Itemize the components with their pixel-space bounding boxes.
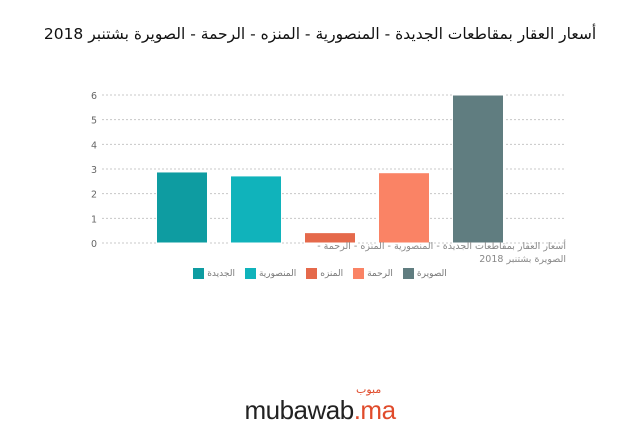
legend-item[interactable]: الجديدة: [193, 268, 235, 279]
y-tick-label: 4: [91, 140, 97, 151]
legend-item[interactable]: الصويرة: [402, 268, 447, 279]
legend-label: الصويرة: [416, 268, 447, 279]
logo-text: mubawab: [244, 395, 354, 425]
legend-item[interactable]: المنصورية: [244, 268, 297, 279]
legend-swatch: [306, 268, 318, 279]
legend-swatch: [244, 268, 256, 279]
legend-swatch: [402, 268, 414, 279]
y-tick-label: 2: [91, 190, 97, 201]
bar-5: [452, 94, 504, 244]
chart-title: أسعار العقار بمقاطعات الجديدة - المنصوري…: [43, 25, 597, 43]
y-tick-label: 1: [91, 214, 97, 225]
bar-1: [156, 171, 208, 244]
bar-4: [378, 172, 430, 244]
y-tick-label: 3: [91, 165, 97, 176]
legend-swatch: [353, 268, 365, 279]
legend-swatch: [193, 268, 205, 279]
bar-2: [230, 175, 282, 244]
logo-arabic: مبوب: [356, 383, 382, 396]
y-tick-label: 5: [91, 116, 97, 127]
y-tick-label: 6: [91, 91, 97, 102]
x-axis-label: أسعار العقار بمقاطعات الجديدة - المنصوري…: [317, 241, 566, 265]
logo-suffix: .ma: [353, 395, 396, 425]
legend-label: الجديدة: [207, 268, 235, 279]
legend-item[interactable]: الرحمة: [353, 268, 393, 279]
y-tick-label: 0: [91, 239, 97, 250]
bar-3: [304, 232, 356, 244]
legend-label: الرحمة: [367, 268, 393, 279]
mubawab-logo[interactable]: mubawab.ma: [0, 395, 640, 426]
legend: الصويرة الرحمة المنزه المنصورية الجديدة: [0, 268, 640, 279]
legend-label: المنصورية: [258, 268, 297, 279]
legend-item[interactable]: المنزه: [306, 268, 343, 279]
legend-label: المنزه: [320, 268, 344, 279]
